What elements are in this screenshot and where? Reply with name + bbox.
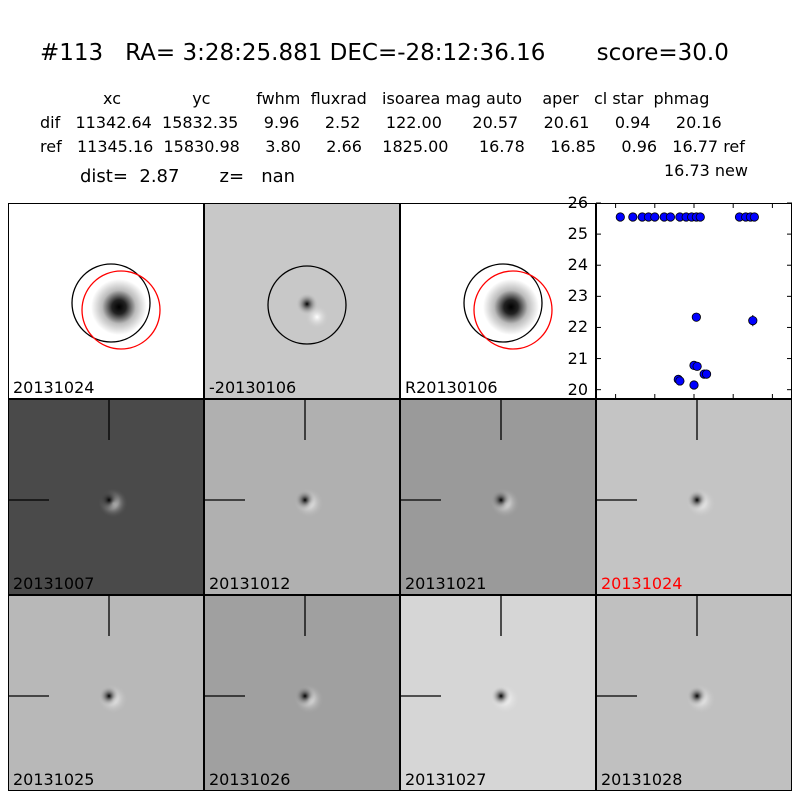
stamp-panel: 20131026	[204, 595, 400, 791]
y-tick-label: 23	[567, 286, 588, 306]
distance-line: dist= 2.87 z= nan	[80, 166, 296, 187]
negative-lobe	[295, 686, 315, 706]
stamp-image	[9, 400, 128, 518]
negative-lobe	[491, 490, 511, 510]
panel-label: 20131024	[601, 574, 683, 593]
y-tick-label: 21	[567, 348, 588, 368]
data-point	[695, 212, 705, 222]
y-tick-label: 26	[567, 193, 588, 212]
stamp-image	[205, 400, 324, 518]
data-point	[748, 316, 758, 326]
stamp-panel: 20131027	[400, 595, 596, 791]
ref-aperture-circle	[463, 263, 543, 343]
stamp-image	[205, 596, 324, 714]
data-point	[665, 212, 676, 222]
panel-star-new: 20131024	[8, 203, 204, 399]
stamp-panel: 20131025	[8, 595, 204, 791]
panel-label: 20131026	[209, 770, 291, 789]
panel-difference: -20130106	[204, 203, 400, 399]
negative-lobe	[99, 490, 119, 510]
ref-row: ref 11345.16 15830.98 3.80 2.66 1825.00 …	[40, 137, 745, 156]
ref-aperture-circle	[71, 263, 151, 343]
star-image	[463, 263, 553, 350]
panel-label: 20131024	[13, 378, 95, 397]
data-point	[749, 212, 759, 222]
y-tick-label: 20	[567, 379, 588, 399]
y-tick-label: 24	[567, 255, 588, 275]
data-point	[692, 361, 702, 371]
stamp-image	[597, 400, 716, 518]
new-aperture-circle	[473, 270, 553, 350]
new-aperture-circle	[81, 270, 161, 350]
panel-label: 20131012	[209, 574, 291, 593]
new-mag: 16.73 new	[664, 161, 748, 180]
data-point	[689, 380, 699, 390]
data-point	[675, 376, 685, 386]
negative-lobe	[295, 490, 315, 510]
panel-label: -20130106	[209, 378, 297, 397]
star-blob	[91, 279, 147, 335]
stamp-panel: 20131012	[204, 399, 400, 595]
panel-star-ref: R20130106	[400, 203, 596, 399]
panel-label: 20131021	[405, 574, 487, 593]
panel-label: 20131007	[13, 574, 95, 593]
data-point	[701, 369, 712, 379]
stamp-image	[401, 400, 520, 518]
dif-row: dif 11342.64 15832.35 9.96 2.52 122.00 2…	[40, 113, 722, 132]
data-point	[650, 212, 660, 222]
star-blob	[483, 279, 539, 335]
negative-lobe	[687, 686, 707, 706]
column-headers: xc yc fwhm fluxrad isoarea mag auto aper…	[103, 89, 710, 108]
diff-image	[267, 265, 347, 345]
negative-lobe	[687, 490, 707, 510]
y-tick-label: 22	[567, 317, 588, 337]
data-point	[628, 212, 638, 222]
panel-label: 20131027	[405, 770, 487, 789]
stamp-image	[401, 596, 520, 714]
chart-svg	[596, 202, 792, 399]
stamp-image	[9, 596, 128, 714]
page-title: #113 RA= 3:28:25.881 DEC=-28:12:36.16 sc…	[40, 40, 729, 66]
stamp-image	[597, 596, 716, 714]
star-image	[71, 263, 161, 350]
negative-lobe	[296, 293, 318, 315]
data-point	[691, 312, 701, 322]
stamp-panel: 20131024	[596, 399, 792, 595]
negative-lobe	[491, 686, 511, 706]
stamp-panel: 20131021	[400, 399, 596, 595]
data-point	[615, 212, 625, 222]
panel-label: 20131028	[601, 770, 683, 789]
panel-label: 20131025	[13, 770, 95, 789]
aperture-circle	[267, 265, 347, 345]
negative-lobe	[99, 686, 119, 706]
stamp-panel: 20131007	[8, 399, 204, 595]
stamp-panel: 20131028	[596, 595, 792, 791]
panel-label: R20130106	[405, 378, 498, 397]
y-tick-label: 25	[567, 224, 588, 244]
